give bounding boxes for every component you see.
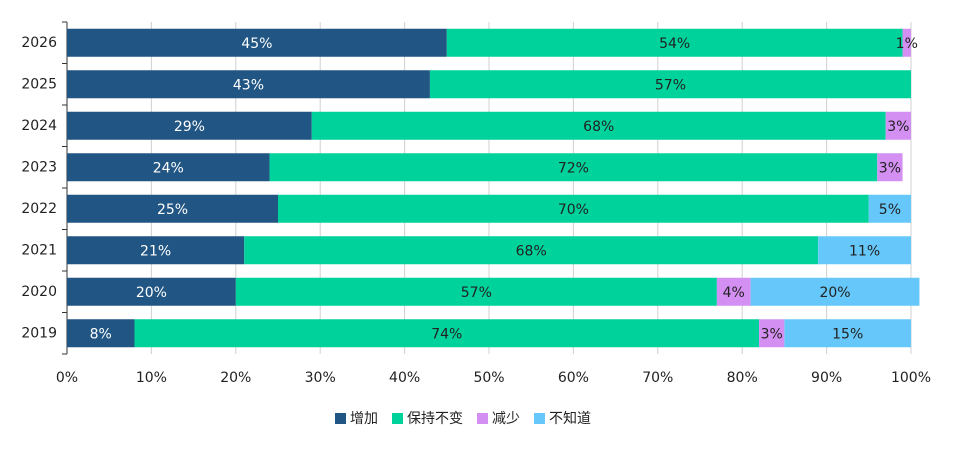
y-tick-label: 2023 xyxy=(21,159,57,175)
value-label: 54% xyxy=(659,36,690,52)
legend-label: 减少 xyxy=(492,411,520,427)
y-tick-label: 2021 xyxy=(21,242,57,258)
bar-segment xyxy=(67,111,312,140)
value-label: 20% xyxy=(136,285,167,301)
legend-swatch xyxy=(392,413,403,424)
x-tick-label: 50% xyxy=(473,370,504,386)
bar-segment xyxy=(244,236,819,265)
bar-segment xyxy=(784,319,911,348)
bar-segment xyxy=(885,111,911,140)
bar-segment xyxy=(67,28,447,57)
value-label: 70% xyxy=(558,202,589,218)
value-label: 57% xyxy=(461,285,492,301)
legend-label: 不知道 xyxy=(549,410,591,427)
legend-label: 保持不变 xyxy=(407,411,463,427)
x-tick-label: 100% xyxy=(891,370,931,386)
y-tick-label: 2022 xyxy=(21,201,57,217)
value-label: 68% xyxy=(516,243,547,259)
value-label: 68% xyxy=(583,119,614,135)
value-label: 72% xyxy=(558,160,589,176)
bar-segment xyxy=(902,28,911,57)
value-label: 3% xyxy=(761,326,783,342)
bar-segment xyxy=(67,194,278,223)
x-tick-label: 20% xyxy=(220,370,251,386)
legend-swatch xyxy=(534,413,545,424)
value-label: 3% xyxy=(879,160,901,176)
bar-segment xyxy=(278,194,869,223)
bar-segment xyxy=(818,236,911,265)
value-label: 5% xyxy=(879,202,901,218)
bar-segment xyxy=(446,28,903,57)
bar-segment xyxy=(67,70,430,99)
y-tick-label: 2020 xyxy=(21,284,57,300)
y-tick-label: 2019 xyxy=(21,325,57,341)
value-label: 45% xyxy=(241,36,272,52)
bar-segment xyxy=(750,277,920,306)
value-label: 25% xyxy=(157,202,188,218)
value-label: 43% xyxy=(233,77,264,93)
bar-segment xyxy=(67,319,135,348)
value-label: 29% xyxy=(174,119,205,135)
x-tick-label: 60% xyxy=(558,370,589,386)
value-label: 3% xyxy=(887,119,909,135)
legend-swatch xyxy=(335,413,346,424)
y-tick-label: 2024 xyxy=(21,118,57,134)
bar-segment xyxy=(429,70,911,99)
value-label: 20% xyxy=(819,285,850,301)
bar-segment xyxy=(269,153,878,182)
bar-segment xyxy=(868,194,911,223)
bar-segment xyxy=(67,277,236,306)
value-label: 24% xyxy=(153,160,184,176)
bar-segment xyxy=(716,277,751,306)
x-tick-label: 10% xyxy=(136,370,167,386)
x-tick-label: 90% xyxy=(811,370,842,386)
value-label: 57% xyxy=(655,77,686,93)
legend-swatch xyxy=(477,413,488,424)
value-label: 1% xyxy=(896,36,918,52)
bar-segment xyxy=(134,319,760,348)
y-tick-label: 2026 xyxy=(21,35,57,51)
bar-segment xyxy=(311,111,886,140)
value-label: 8% xyxy=(90,326,112,342)
bar-segment xyxy=(67,153,270,182)
bar-segment xyxy=(759,319,785,348)
value-label: 21% xyxy=(140,243,171,259)
legend-label: 增加 xyxy=(350,411,378,427)
value-label: 11% xyxy=(849,243,880,259)
value-label: 4% xyxy=(723,285,745,301)
value-label: 15% xyxy=(832,326,863,342)
x-tick-label: 70% xyxy=(642,370,673,386)
x-tick-label: 0% xyxy=(56,370,78,386)
x-tick-label: 30% xyxy=(305,370,336,386)
bar-segment xyxy=(877,153,903,182)
bar-segment xyxy=(67,236,245,265)
y-tick-label: 2025 xyxy=(21,76,57,92)
value-label: 74% xyxy=(431,326,462,342)
x-tick-label: 80% xyxy=(727,370,758,386)
x-tick-label: 40% xyxy=(389,370,420,386)
bar-segment xyxy=(235,277,717,306)
